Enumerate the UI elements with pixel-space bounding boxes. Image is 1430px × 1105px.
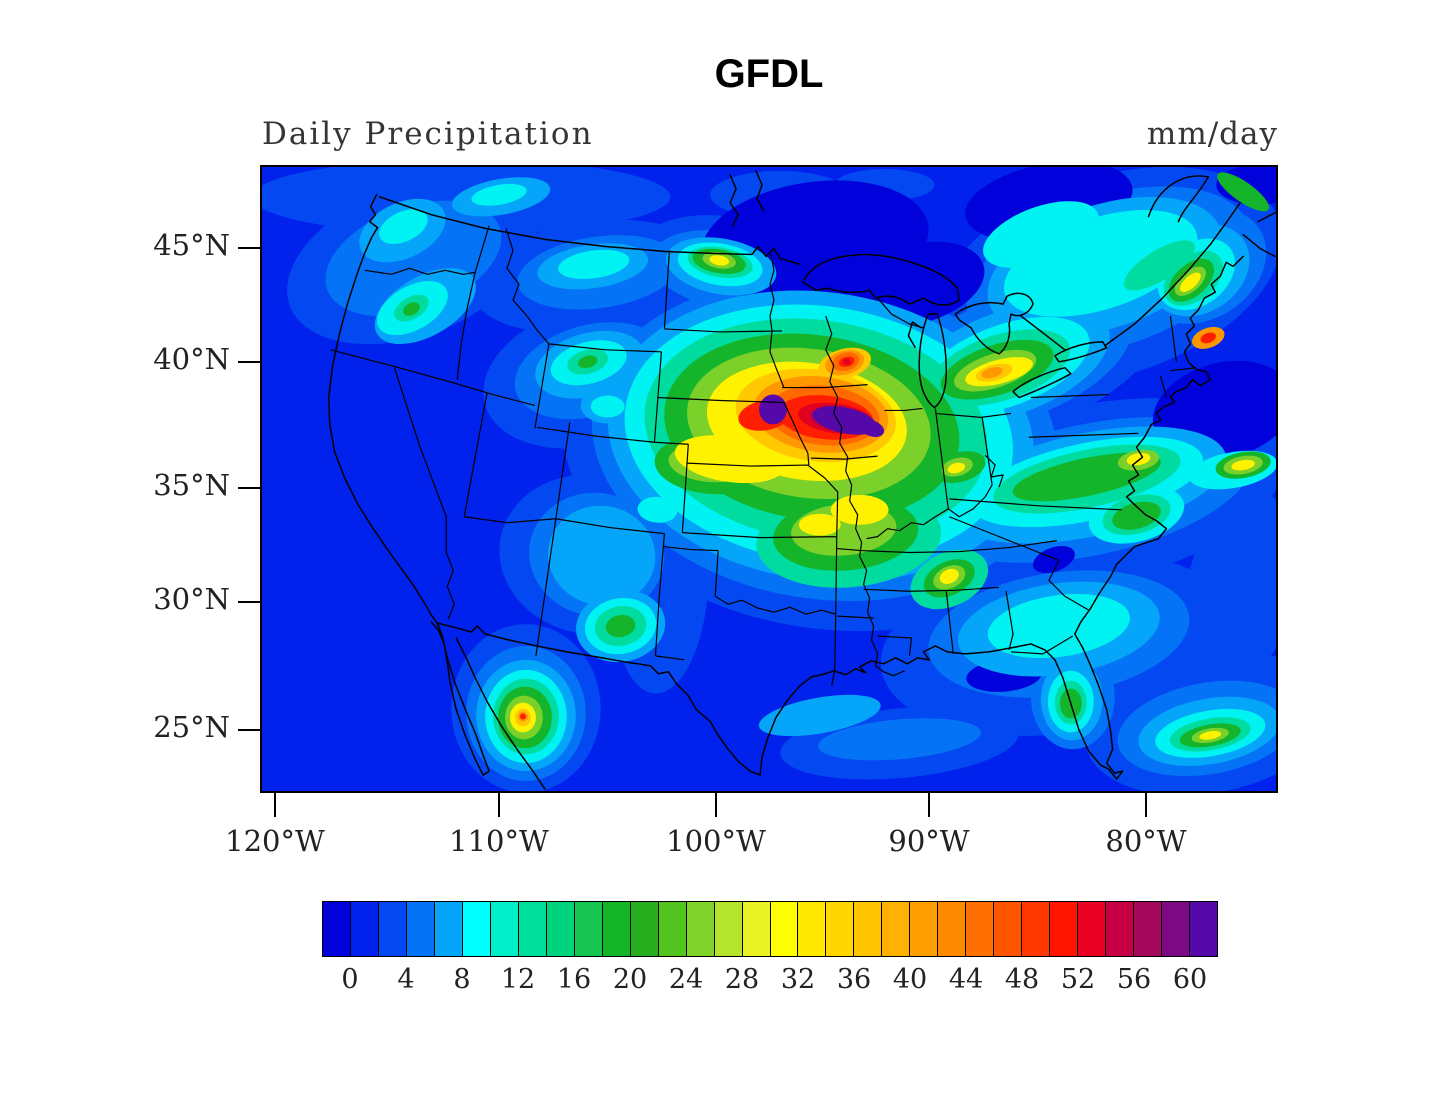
y-axis-tick-label: 35°N <box>153 468 230 502</box>
colorbar-cell <box>1049 902 1078 956</box>
page-title: GFDL <box>714 52 824 96</box>
colorbar-cell <box>545 902 574 956</box>
x-axis-tick-label: 90°W <box>888 824 970 858</box>
colorbar-cell <box>685 902 714 956</box>
colorbar-cell <box>629 902 658 956</box>
units-label: mm/day <box>1146 116 1278 152</box>
x-axis-tick <box>715 793 717 817</box>
y-axis-tick <box>238 361 262 363</box>
y-axis-tick <box>238 601 262 603</box>
colorbar-cell <box>993 902 1022 956</box>
colorbar-tick-label: 16 <box>556 964 592 995</box>
colorbar-tick-label: 56 <box>1116 964 1152 995</box>
colorbar-cell <box>797 902 826 956</box>
colorbar-cell <box>323 902 350 956</box>
colorbar-cell <box>489 902 518 956</box>
colorbar-cell <box>573 902 602 956</box>
colorbar-tick-label: 48 <box>1004 964 1040 995</box>
x-axis-tick-label: 80°W <box>1105 824 1187 858</box>
colorbar-cell <box>1105 902 1134 956</box>
colorbar-tick-label: 60 <box>1172 964 1208 995</box>
colorbar-tick-label: 28 <box>724 964 760 995</box>
colorbar-tick-label: 4 <box>397 964 415 995</box>
colorbar-tick-label: 52 <box>1060 964 1096 995</box>
colorbar-cell <box>937 902 966 956</box>
x-axis-tick <box>928 793 930 817</box>
x-axis-tick <box>498 793 500 817</box>
colorbar-cell <box>909 902 938 956</box>
colorbar-cell <box>1189 902 1217 956</box>
x-axis-tick <box>1145 793 1147 817</box>
colorbar-tick-label: 0 <box>341 964 359 995</box>
colorbar-cell <box>741 902 770 956</box>
y-axis-tick-label: 25°N <box>153 710 230 744</box>
colorbar-cell <box>1021 902 1050 956</box>
colorbar-cell <box>433 902 462 956</box>
colorbar-cell <box>517 902 546 956</box>
x-axis-tick <box>274 793 276 817</box>
colorbar-tick-label: 44 <box>948 964 984 995</box>
colorbar-tick-label: 36 <box>836 964 872 995</box>
x-axis-tick-label: 100°W <box>666 824 766 858</box>
colorbar <box>322 901 1218 957</box>
y-axis-tick <box>238 487 262 489</box>
contour-fill-purple-maximum <box>759 394 885 438</box>
precipitation-contour-map <box>262 167 1276 791</box>
colorbar-cell <box>881 902 910 956</box>
colorbar-cell <box>1161 902 1190 956</box>
colorbar-cell <box>825 902 854 956</box>
colorbar-cell <box>657 902 686 956</box>
y-axis-tick-label: 30°N <box>153 582 230 616</box>
x-axis-tick-label: 120°W <box>225 824 325 858</box>
colorbar-cell <box>1133 902 1162 956</box>
colorbar-cell <box>377 902 406 956</box>
y-axis-tick-label: 40°N <box>153 342 230 376</box>
colorbar-cell <box>1077 902 1106 956</box>
colorbar-cell <box>461 902 490 956</box>
y-axis-tick <box>238 247 262 249</box>
colorbar-cell <box>601 902 630 956</box>
y-axis-tick-label: 45°N <box>153 228 230 262</box>
coastline-and-country-borders <box>327 170 1276 790</box>
colorbar-cell <box>769 902 798 956</box>
colorbar-labels: 0 4 8 12 16 20 24 28 32 36 40 44 48 52 56 60 <box>322 964 1218 996</box>
map-plot-area <box>260 165 1278 793</box>
colorbar-cell <box>349 902 378 956</box>
colorbar-cell <box>405 902 434 956</box>
colorbar-cell <box>713 902 742 956</box>
colorbar-tick-label: 12 <box>500 964 536 995</box>
colorbar-tick-label: 32 <box>780 964 816 995</box>
variable-label: Daily Precipitation <box>262 116 594 152</box>
y-axis-tick <box>238 729 262 731</box>
x-axis-tick-label: 110°W <box>449 824 549 858</box>
colorbar-cell <box>853 902 882 956</box>
colorbar-tick-label: 20 <box>612 964 648 995</box>
colorbar-tick-label: 8 <box>453 964 471 995</box>
state-borders <box>330 225 1197 686</box>
great-lakes-outlines <box>802 253 1108 409</box>
colorbar-tick-label: 24 <box>668 964 704 995</box>
colorbar-tick-label: 40 <box>892 964 928 995</box>
colorbar-cell <box>965 902 994 956</box>
